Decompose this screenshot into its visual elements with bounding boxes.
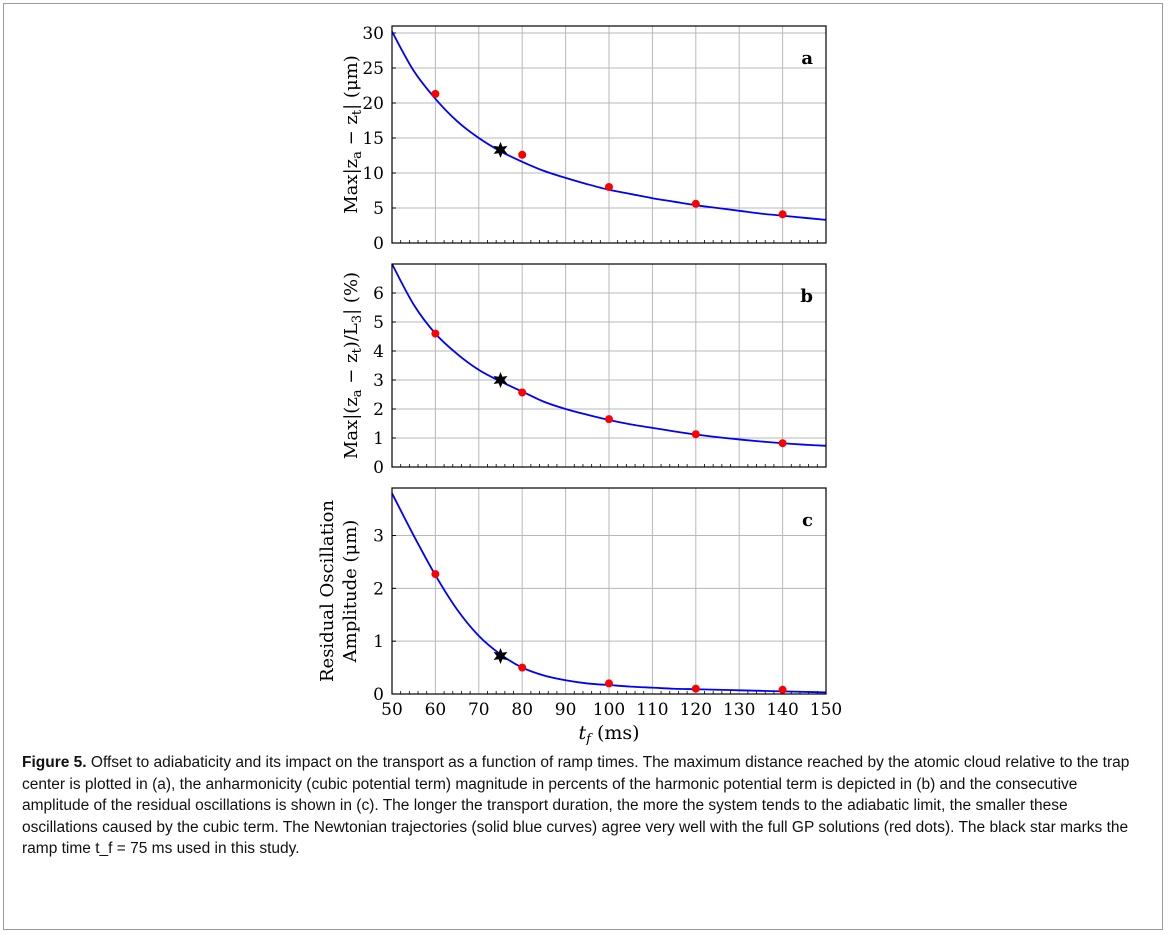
y-tick-label: 30 — [362, 24, 384, 44]
ramp-time-star — [493, 647, 508, 664]
gp-point — [518, 150, 527, 159]
x-tick-label: 80 — [511, 700, 533, 720]
x-axis-label: tf (ms) — [578, 722, 639, 745]
x-tick-label: 120 — [680, 700, 712, 720]
y-tick-label: 0 — [373, 685, 384, 705]
y-tick-label: 20 — [362, 94, 384, 114]
y-axis-label-part: | (μm) — [341, 55, 362, 110]
y-tick-label: 0 — [373, 458, 384, 478]
y-tick-label: 1 — [373, 632, 384, 652]
panel-letter: b — [800, 286, 813, 307]
y-axis-label-part: t — [350, 109, 365, 115]
y-axis-label-part: | (%) — [341, 272, 362, 315]
gp-point — [605, 679, 613, 688]
x-tick-label: 110 — [636, 700, 668, 720]
ramp-time-star — [493, 372, 508, 388]
y-axis-label-part: 3 — [350, 315, 365, 323]
y-axis-label-part: a — [350, 151, 365, 159]
y-axis-label-line2: Amplitude (μm) — [340, 520, 361, 664]
gp-point — [605, 415, 613, 424]
panel-frame — [391, 487, 827, 695]
y-axis-label-part: Max|(z — [341, 397, 362, 459]
x-axis-label-var: t — [578, 722, 586, 744]
y-tick-label: 25 — [362, 59, 384, 79]
panel-letter: a — [801, 48, 813, 69]
x-tick-label: 100 — [593, 700, 625, 720]
panel-frame — [391, 25, 827, 244]
gp-point — [518, 663, 527, 672]
y-tick-label: 15 — [362, 129, 384, 149]
y-tick-label: 0 — [373, 234, 384, 254]
gp-point — [778, 685, 787, 694]
y-axis-label-part: t — [350, 347, 365, 353]
x-axis-label-sub: f — [585, 732, 593, 745]
y-axis-label-part: − z — [341, 115, 362, 151]
y-tick-label: 2 — [373, 579, 384, 599]
y-tick-label: 5 — [373, 199, 384, 219]
y-axis-label-part: a — [350, 389, 365, 397]
gp-point — [518, 388, 527, 397]
y-tick-label: 3 — [373, 371, 384, 391]
panel-c: 0 1 2 3 c Residual Oscillation Amplitude (μm) 5… — [317, 487, 842, 720]
gp-point — [431, 570, 440, 579]
y-tick-label: 6 — [373, 284, 384, 304]
x-tick-label: 50 — [381, 700, 403, 720]
gp-point — [431, 89, 440, 98]
x-tick-label: 70 — [468, 700, 490, 720]
gp-point — [431, 329, 440, 338]
x-tick-label: 130 — [723, 700, 755, 720]
gp-point — [691, 199, 700, 208]
y-axis-label: Max|za − zt| (μm) — [341, 55, 365, 214]
y-axis-label: Max|(za − zt)/L3| (%) — [341, 272, 365, 459]
y-tick-label: 1 — [373, 429, 384, 449]
y-tick-label: 10 — [362, 164, 384, 184]
panel-letter: c — [802, 510, 813, 531]
gp-point — [691, 684, 700, 693]
y-axis-label-part: − z — [341, 353, 362, 389]
y-tick-label: 2 — [373, 400, 384, 420]
x-tick-label: 90 — [555, 700, 577, 720]
caption-text: Offset to adiabaticity and its impact on… — [22, 754, 1130, 857]
y-axis-label-part: )/L — [341, 323, 362, 348]
x-tick-label: 140 — [766, 700, 798, 720]
caption-label: Figure 5. — [22, 754, 87, 771]
figure-frame — [3, 3, 1163, 930]
ramp-time-star — [493, 141, 508, 158]
gp-point — [605, 183, 613, 191]
y-tick-label: 3 — [373, 527, 384, 547]
x-tick-label: 150 — [810, 700, 842, 720]
gp-point — [778, 439, 787, 448]
figure-caption: Figure 5. Offset to adiabaticity and its… — [22, 752, 1142, 860]
gp-point — [778, 210, 787, 219]
y-tick-label: 5 — [373, 313, 384, 333]
y-axis-label-line1: Residual Oscillation — [317, 500, 338, 682]
gp-point — [691, 430, 700, 439]
panel-frame — [391, 263, 827, 468]
x-axis-label-unit: (ms) — [591, 722, 640, 744]
y-axis-label-part: Max|z — [341, 159, 362, 214]
x-tick-label: 60 — [425, 700, 447, 720]
y-tick-label: 4 — [373, 342, 384, 362]
